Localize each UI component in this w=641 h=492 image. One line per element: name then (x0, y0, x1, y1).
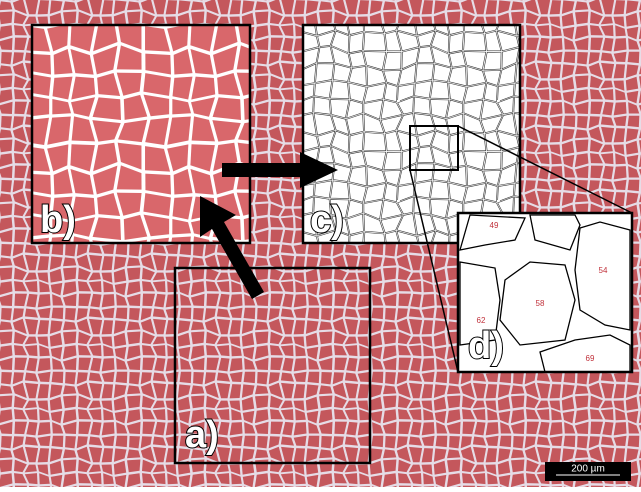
cell-number: 49 (490, 221, 499, 230)
micrograph: a) b) c) d) 49 54 58 62 69 200 µm (0, 0, 641, 487)
panel-label: a) (185, 414, 219, 456)
cell-number: 69 (586, 354, 595, 363)
panel-label: c) (310, 199, 344, 241)
cell-number: 58 (536, 299, 545, 308)
cell-number: 62 (477, 316, 486, 325)
scale-label: 200 µm (571, 464, 605, 475)
panel-label: b) (40, 199, 76, 241)
panel-label: d) (468, 325, 504, 367)
cell-number: 54 (599, 266, 608, 275)
